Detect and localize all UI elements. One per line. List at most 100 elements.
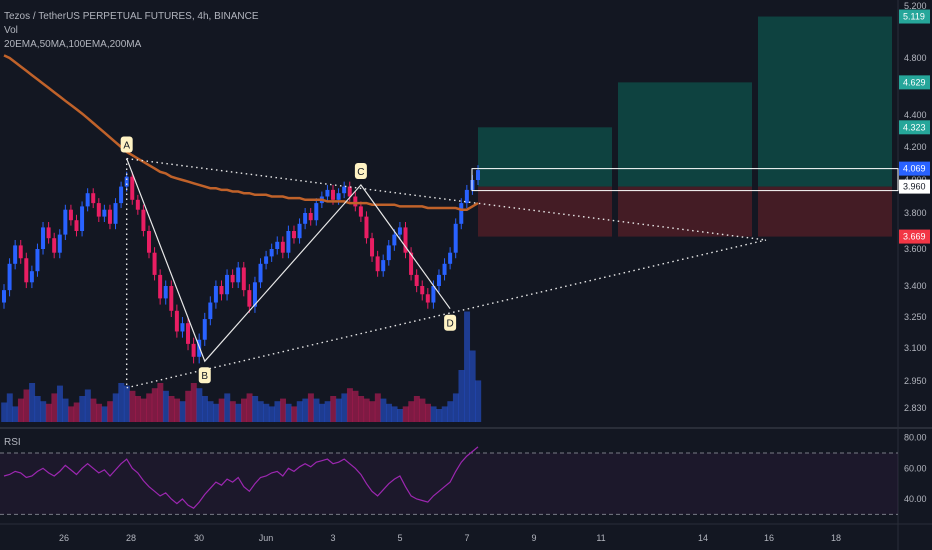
volume-bar [346,388,353,422]
candle-body [236,267,241,283]
candle-body [397,227,402,235]
entry-box-outline [471,168,899,192]
volume-bar [79,396,86,422]
pattern-point-label: A [123,141,130,152]
candle-body [303,213,308,224]
volume-bar [174,398,181,422]
candle-body [113,203,118,224]
candle-body [158,274,163,299]
time-axis-tick: 26 [59,533,69,543]
candle-body [291,231,296,239]
volume-bar [12,406,19,422]
candle-body [174,310,179,332]
volume-indicator-label[interactable]: Vol [4,25,18,36]
volume-bar [213,403,220,422]
candle-body [342,186,347,194]
rsi-axis-tick: 60.00 [904,463,927,473]
time-axis-tick: 11 [596,533,605,543]
time-axis-tick: 7 [464,533,469,543]
candle-body [41,227,46,249]
pattern-point-badge [354,162,367,179]
candle-body [448,252,453,264]
candle-body [364,216,369,239]
price-axis-tick: 4.800 [904,53,927,63]
volume-bar [162,390,169,422]
candle-body [392,234,397,246]
volume-bar [380,398,387,422]
candle-body [91,193,96,204]
price-label-bg [899,229,930,244]
candle-body [169,286,174,311]
candle-body [52,238,57,253]
time-axis-tick: Jun [259,533,274,543]
profit-zone-box [618,82,752,187]
price-label-bg [899,120,930,135]
volume-bar [469,350,476,422]
volume-bar [40,401,47,422]
price-label-target: 4.323 [899,120,930,135]
candle-body [2,290,6,303]
candle-body [425,294,430,303]
candle-body [353,196,358,207]
candle-body [63,209,68,235]
volume-bar [369,401,376,422]
pattern-point-label: B [201,371,208,382]
volume-bar [224,393,231,422]
price-axis-tick: 3.250 [904,312,927,322]
volume-bar [413,396,420,422]
volume-bar [291,406,298,422]
candle-body [314,203,319,221]
volume-bar [330,396,337,422]
volume-bar [252,396,259,422]
candle-body [241,267,246,291]
candle-body [202,319,207,340]
candle-body [107,209,112,224]
candle-body [96,203,101,217]
volume-bar [441,406,448,422]
candle-body [57,234,62,253]
volume-bar [302,398,309,422]
volume-bar [363,398,370,422]
time-axis-tick: 16 [764,533,774,543]
loss-zone-box [478,186,612,237]
profit-zone-box [758,16,892,187]
volume-bar [1,402,8,422]
candle-body [420,286,425,295]
volume-bar [218,398,225,422]
volume-bar [425,403,431,422]
candle-body [275,241,280,249]
candle-body [269,249,274,257]
time-axis-tick: 30 [194,533,204,543]
volume-bar [391,406,398,422]
volume-bar [458,370,465,422]
price-label-stop: 3.669 [899,229,930,244]
moving-averages-label[interactable]: 20EMA,50MA,100EMA,200MA [4,39,142,50]
volume-bars [1,311,482,422]
candle-body [464,189,469,204]
price-label-bg [899,179,930,194]
time-axis-tick: 5 [397,533,402,543]
volume-bar [62,398,69,422]
candle-body [414,274,419,286]
candle-body [35,249,40,272]
rsi-indicator-label[interactable]: RSI [4,437,21,448]
candle-body [191,343,196,357]
volume-bar [96,403,102,422]
time-axis-tick: 3 [330,533,335,543]
volume-bar [280,398,287,422]
candle-body [476,170,480,180]
pattern-point-b: B [198,367,211,384]
price-axis-tick: 2.950 [904,376,927,386]
pattern-point-badge [198,367,211,384]
loss-zone-box [758,186,892,237]
volume-bar [157,383,164,422]
volume-bar [352,390,359,422]
volume-bar [475,380,482,422]
pattern-point-a: A [120,136,133,153]
volume-bar [319,403,326,422]
candle-body [459,203,464,224]
candle-body [247,290,252,307]
symbol-title[interactable]: Tezos / TetherUS PERPETUAL FUTURES, 4h, … [4,11,259,22]
candle-body [124,176,129,187]
